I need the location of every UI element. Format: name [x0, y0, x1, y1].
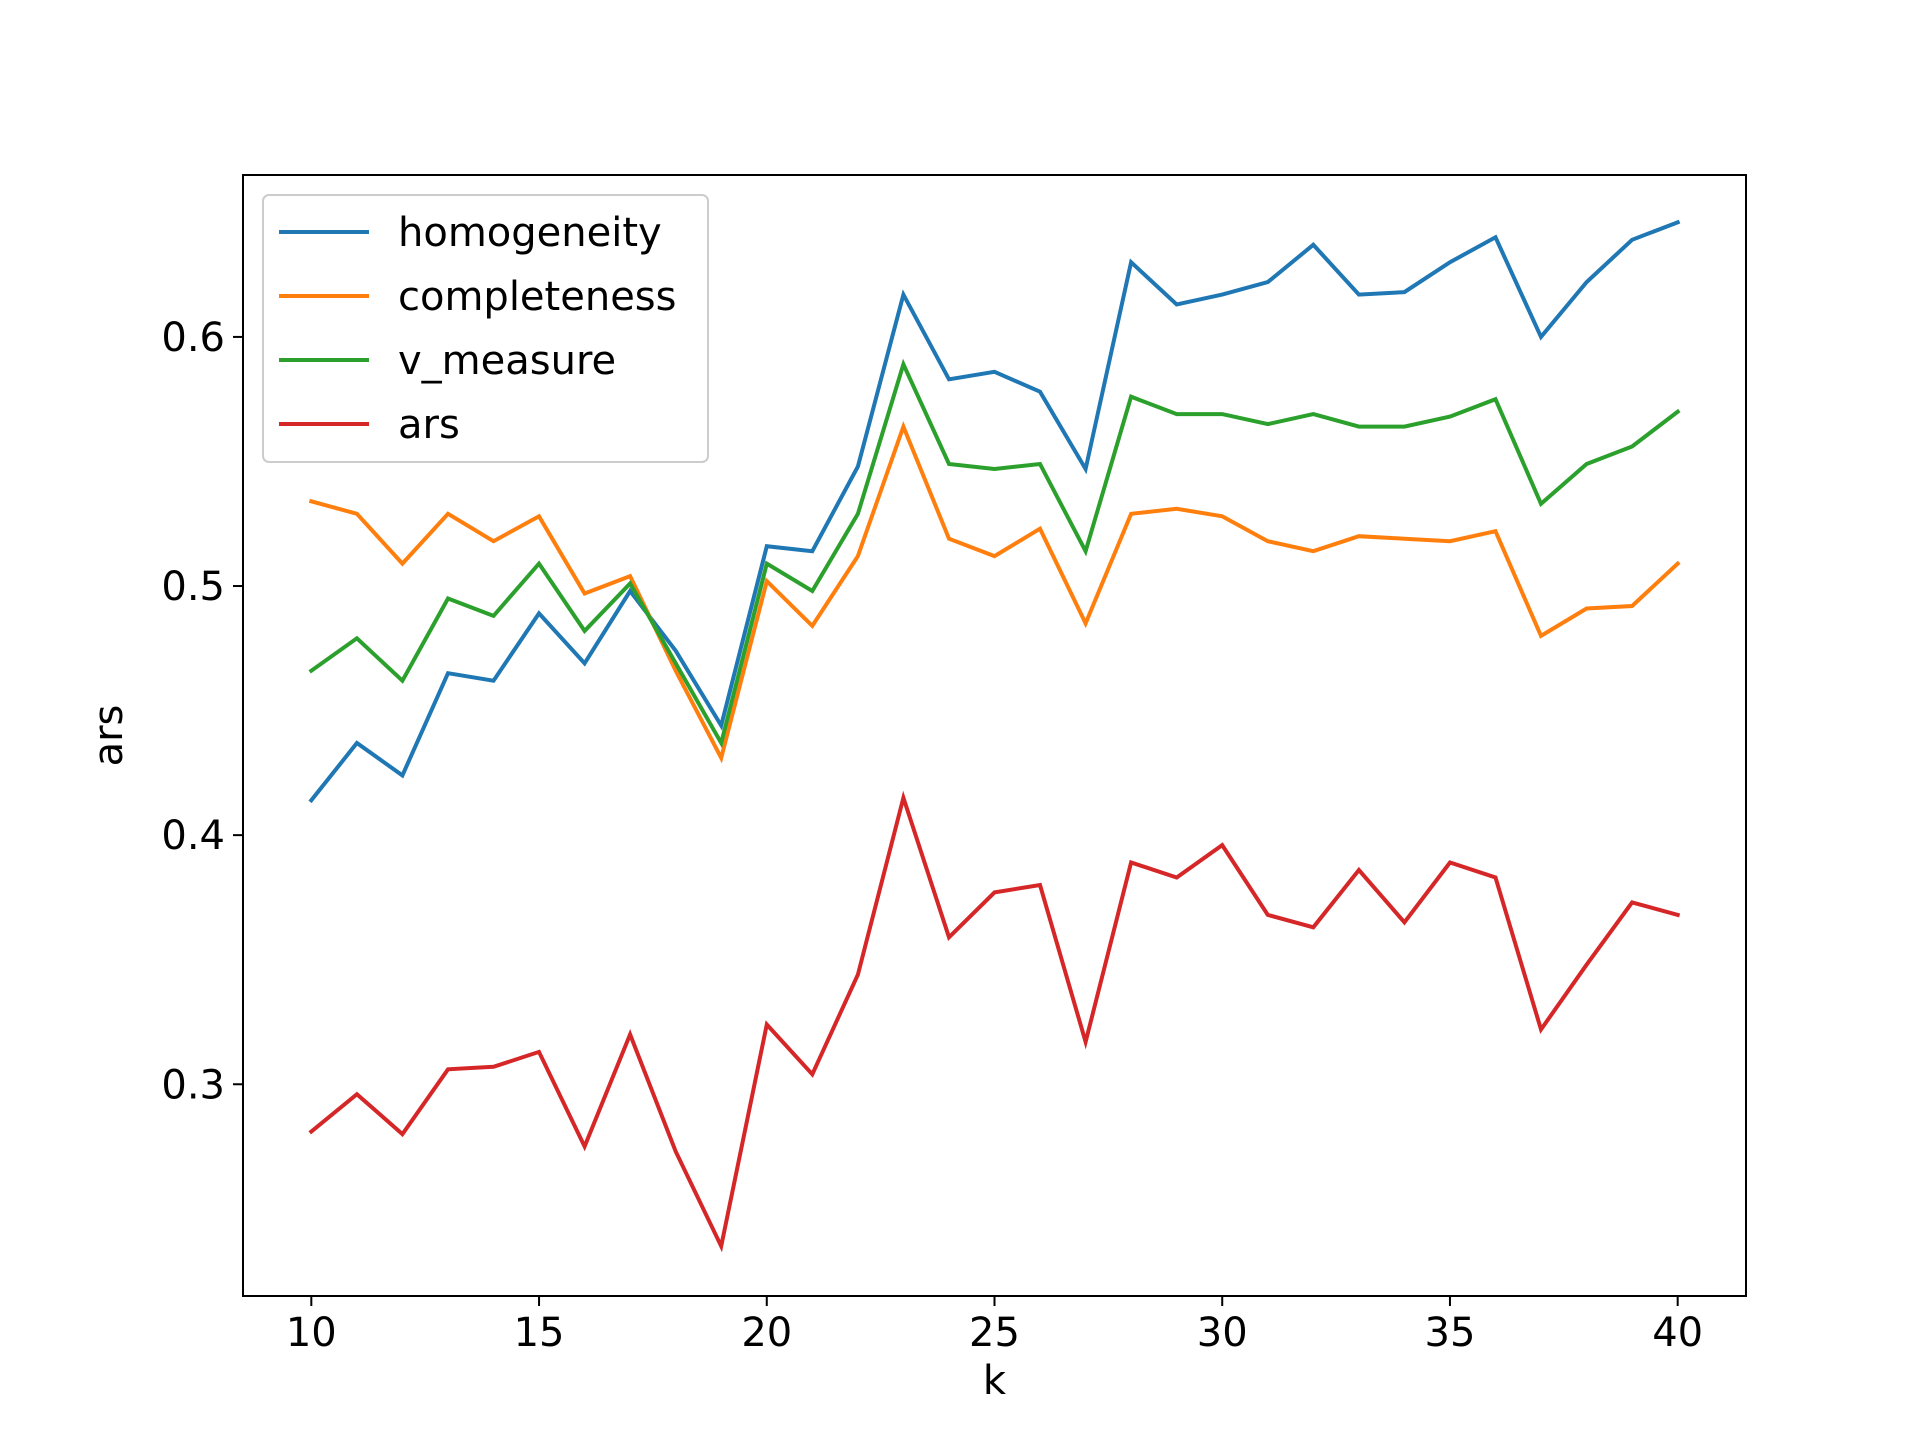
legend-label-completeness: completeness [398, 274, 676, 320]
series-line-v-measure [308, 358, 1681, 749]
x-axis-label: k [983, 1358, 1007, 1404]
legend-label-v-measure: v_measure [398, 338, 616, 384]
x-tick-label: 20 [741, 1310, 792, 1356]
x-tick-label: 10 [286, 1310, 337, 1356]
series-line-ars [308, 790, 1681, 1253]
x-tick-label: 40 [1652, 1310, 1703, 1356]
y-axis-label: ars [86, 705, 132, 767]
y-tick-label: 0.3 [161, 1062, 225, 1108]
x-tick-label: 30 [1197, 1310, 1248, 1356]
x-tick-label: 25 [969, 1310, 1020, 1356]
legend-box [262, 194, 709, 463]
legend-label-ars: ars [398, 402, 460, 448]
y-tick-label: 0.4 [161, 813, 225, 859]
series-line-completeness [308, 420, 1681, 764]
series-line-homogeneity [308, 219, 1681, 804]
legend-label-homogeneity: homogeneity [398, 210, 662, 256]
y-tick-label: 0.5 [161, 564, 225, 610]
series-layer [308, 219, 1681, 1253]
ticks-layer: 10 15 20 25 30 35 40 0.3 0.4 0.5 0.6 [161, 315, 1703, 1356]
x-tick-label: 35 [1425, 1310, 1476, 1356]
y-tick-label: 0.6 [161, 315, 225, 361]
x-tick-label: 15 [514, 1310, 565, 1356]
